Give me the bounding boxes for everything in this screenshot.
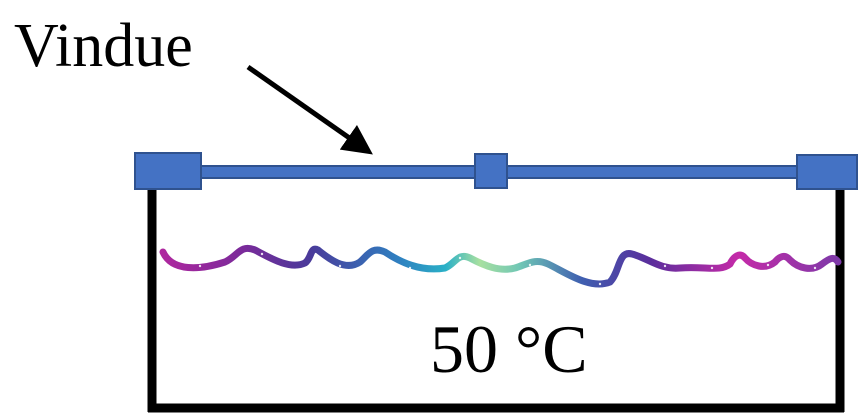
polymer-strand <box>159 245 842 288</box>
vindue-arrow <box>246 64 373 155</box>
window-block-right <box>796 154 858 190</box>
container <box>147 190 845 413</box>
temperature-label: 50 °C <box>430 311 588 387</box>
window-frame <box>134 152 858 190</box>
window-block-left <box>134 152 202 190</box>
strand-sparkles <box>198 252 817 286</box>
vindue-label: Vindue <box>14 12 193 80</box>
window-block-middle <box>474 153 508 189</box>
